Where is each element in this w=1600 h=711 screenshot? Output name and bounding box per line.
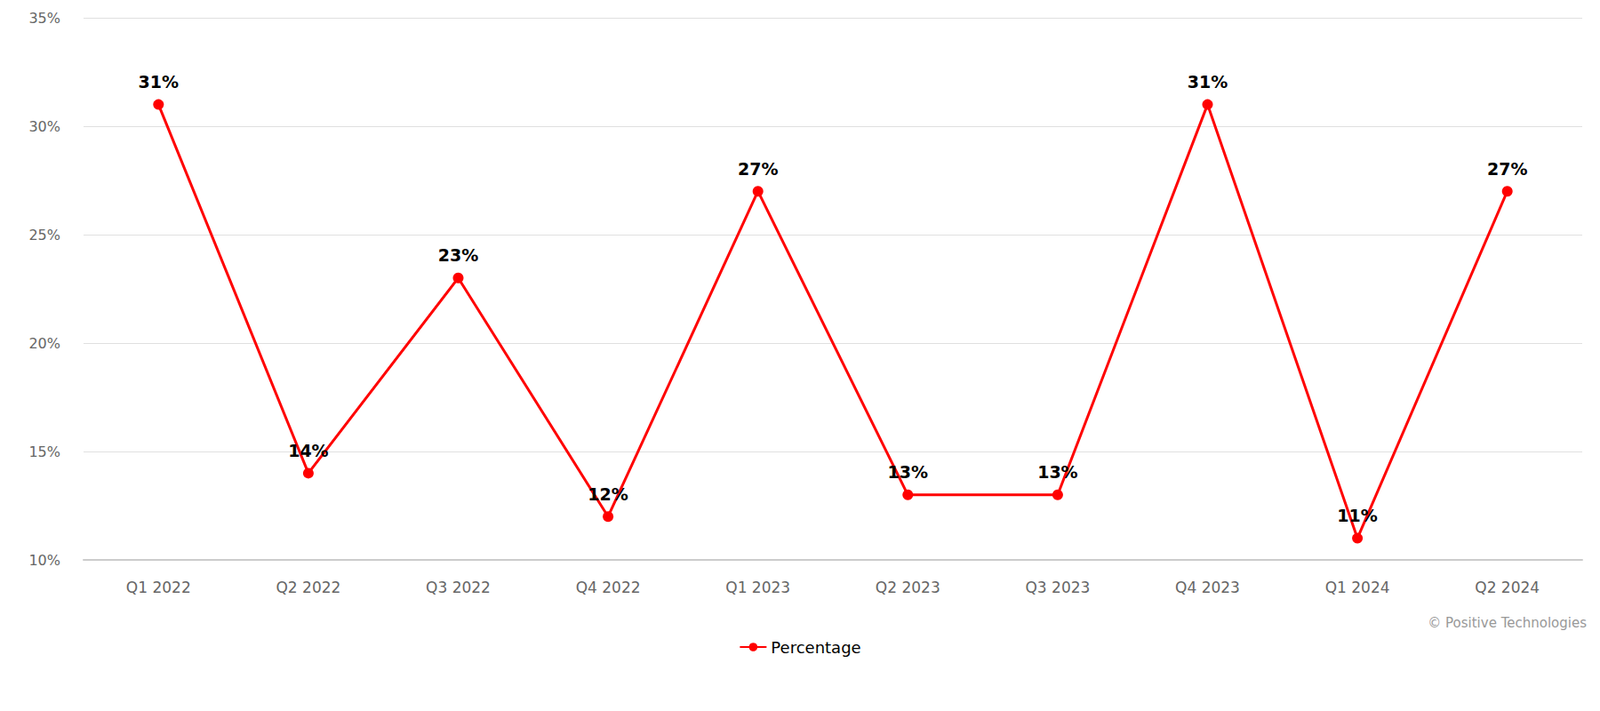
svg-text:27%: 27% (1487, 159, 1528, 179)
svg-text:Q2 2022: Q2 2022 (275, 578, 341, 597)
svg-text:Q2 2024: Q2 2024 (1474, 578, 1540, 597)
svg-text:20%: 20% (28, 335, 61, 352)
svg-text:Q4 2022: Q4 2022 (576, 578, 641, 597)
svg-text:12%: 12% (587, 484, 628, 504)
svg-text:14%: 14% (288, 440, 328, 461)
svg-text:35%: 35% (28, 9, 61, 27)
svg-text:Q3 2022: Q3 2022 (425, 578, 491, 597)
svg-text:23%: 23% (438, 245, 479, 265)
svg-text:© Positive Technologies: © Positive Technologies (1427, 615, 1587, 632)
svg-text:13%: 13% (1037, 462, 1078, 482)
svg-text:25%: 25% (28, 226, 61, 244)
svg-text:31%: 31% (1187, 72, 1228, 92)
svg-text:Q3 2023: Q3 2023 (1024, 578, 1090, 597)
svg-text:11%: 11% (1336, 505, 1377, 526)
svg-text:Q4 2023: Q4 2023 (1175, 578, 1240, 597)
svg-text:Q2 2023: Q2 2023 (875, 578, 941, 597)
svg-text:Q1 2023: Q1 2023 (725, 578, 791, 597)
svg-text:10%: 10% (28, 552, 61, 569)
svg-text:13%: 13% (888, 462, 928, 482)
svg-text:Q1 2024: Q1 2024 (1325, 578, 1391, 597)
svg-text:Percentage: Percentage (770, 638, 861, 657)
svg-text:30%: 30% (28, 118, 61, 136)
svg-text:27%: 27% (737, 159, 778, 179)
svg-text:Q1 2022: Q1 2022 (126, 578, 192, 597)
svg-text:15%: 15% (28, 443, 61, 461)
svg-text:31%: 31% (138, 72, 179, 92)
